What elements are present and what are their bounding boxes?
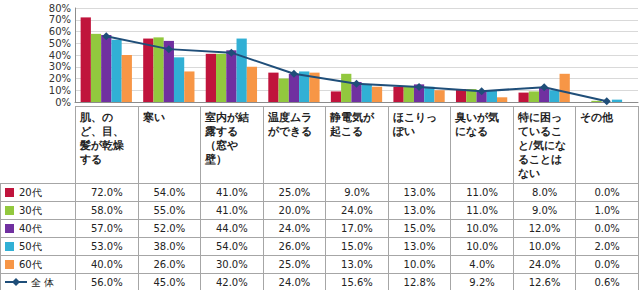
- html-text:4.0%: 4.0%: [469, 259, 495, 270]
- html-text:12.8%: 12.8%: [403, 277, 436, 288]
- html-text:12.0%: 12.0%: [528, 223, 561, 234]
- svg-text:0%: 0%: [55, 97, 71, 108]
- html-text:50代: 50代: [19, 240, 42, 252]
- html-text:26.0%: 26.0%: [278, 241, 311, 252]
- html-text:0.6%: 0.6%: [594, 277, 620, 288]
- html-text:25.0%: 25.0%: [278, 259, 311, 270]
- html-text:ほこりっぽい: ほこりっぽい: [392, 111, 437, 137]
- html-text:0.0%: 0.0%: [594, 223, 620, 234]
- html-text:55.0%: 55.0%: [153, 205, 186, 216]
- html-text:58.0%: 58.0%: [90, 205, 123, 216]
- html-text:13.0%: 13.0%: [403, 241, 436, 252]
- html-text:15.0%: 15.0%: [341, 241, 373, 252]
- html-text:寒い: 寒い: [142, 111, 165, 123]
- html-text:57.0%: 57.0%: [90, 223, 123, 234]
- html-text:52.0%: 52.0%: [153, 223, 186, 234]
- html-text:17.0%: 17.0%: [341, 223, 373, 234]
- html-text:0.0%: 0.0%: [594, 259, 620, 270]
- html-text:25.0%: 25.0%: [278, 187, 311, 198]
- svg-text:50%: 50%: [49, 38, 71, 49]
- html-text:10.0%: 10.0%: [528, 241, 561, 252]
- html-text:9.0%: 9.0%: [531, 205, 558, 216]
- html-text:53.0%: 53.0%: [90, 241, 123, 252]
- html-text:60代: 60代: [19, 258, 42, 270]
- svg-text:60%: 60%: [49, 26, 71, 37]
- html-text:13.0%: 13.0%: [341, 259, 373, 270]
- html-text:8.0%: 8.0%: [531, 187, 558, 198]
- html-text:40.0%: 40.0%: [90, 259, 123, 270]
- html-text:45.0%: 45.0%: [153, 277, 186, 288]
- html-text:42.0%: 42.0%: [216, 277, 248, 288]
- svg-text:10%: 10%: [49, 85, 71, 96]
- html-text:30代: 30代: [19, 204, 42, 216]
- html-text:24.0%: 24.0%: [278, 223, 311, 234]
- html-text:10.0%: 10.0%: [466, 223, 498, 234]
- html-text:30.0%: 30.0%: [216, 259, 248, 270]
- html-text:44.0%: 44.0%: [216, 223, 248, 234]
- svg-text:80%: 80%: [49, 3, 71, 14]
- html-text:54.0%: 54.0%: [153, 187, 186, 198]
- html-text:1.0%: 1.0%: [594, 205, 620, 216]
- html-text:24.0%: 24.0%: [278, 277, 311, 288]
- html-text:全 体: 全 体: [31, 276, 55, 288]
- html-text:24.0%: 24.0%: [528, 259, 561, 270]
- html-text:特に困っていること/気になることはない: 特に困っていること/気になることはない: [517, 111, 566, 179]
- svg-text:20%: 20%: [49, 73, 71, 84]
- html-text:15.0%: 15.0%: [403, 223, 436, 234]
- html-text:温度ムラができる: 温度ムラができる: [267, 111, 312, 137]
- html-text:0.0%: 0.0%: [594, 187, 620, 198]
- html-text:13.0%: 13.0%: [403, 187, 436, 198]
- html-text:20.0%: 20.0%: [278, 205, 311, 216]
- html-text:41.0%: 41.0%: [216, 205, 248, 216]
- html-text:11.0%: 11.0%: [466, 205, 498, 216]
- html-text:40代: 40代: [19, 222, 42, 234]
- html-text:72.0%: 72.0%: [90, 187, 123, 198]
- html-text:38.0%: 38.0%: [153, 241, 186, 252]
- html-text:静電気が起こる: 静電気が起こる: [330, 111, 375, 137]
- html-text:54.0%: 54.0%: [216, 241, 248, 252]
- html-text:臭いが気になる: 臭いが気になる: [455, 111, 500, 137]
- html-text:10.0%: 10.0%: [403, 259, 436, 270]
- html-text:11.0%: 11.0%: [466, 187, 498, 198]
- svg-text:70%: 70%: [49, 14, 71, 25]
- html-text:13.0%: 13.0%: [403, 205, 436, 216]
- html-text:10.0%: 10.0%: [466, 241, 498, 252]
- html-text:15.6%: 15.6%: [341, 277, 373, 288]
- html-text:肌、のど、目、髪が乾燥する: 肌、のど、目、髪が乾燥する: [80, 111, 124, 165]
- html-text:その他: その他: [580, 111, 614, 123]
- html-text:室内が結露する（窓や壁）: 室内が結露する（窓や壁）: [205, 111, 250, 165]
- html-text:9.2%: 9.2%: [469, 277, 495, 288]
- html-text:41.0%: 41.0%: [216, 187, 248, 198]
- html-text:24.0%: 24.0%: [341, 205, 373, 216]
- html-text:12.6%: 12.6%: [528, 277, 561, 288]
- html-text:2.0%: 2.0%: [594, 241, 620, 252]
- svg-text:40%: 40%: [49, 50, 71, 61]
- html-text:26.0%: 26.0%: [153, 259, 186, 270]
- html-text:56.0%: 56.0%: [90, 277, 123, 288]
- html-text:9.0%: 9.0%: [344, 187, 370, 198]
- svg-text:30%: 30%: [49, 61, 71, 72]
- html-text:20代: 20代: [19, 186, 42, 198]
